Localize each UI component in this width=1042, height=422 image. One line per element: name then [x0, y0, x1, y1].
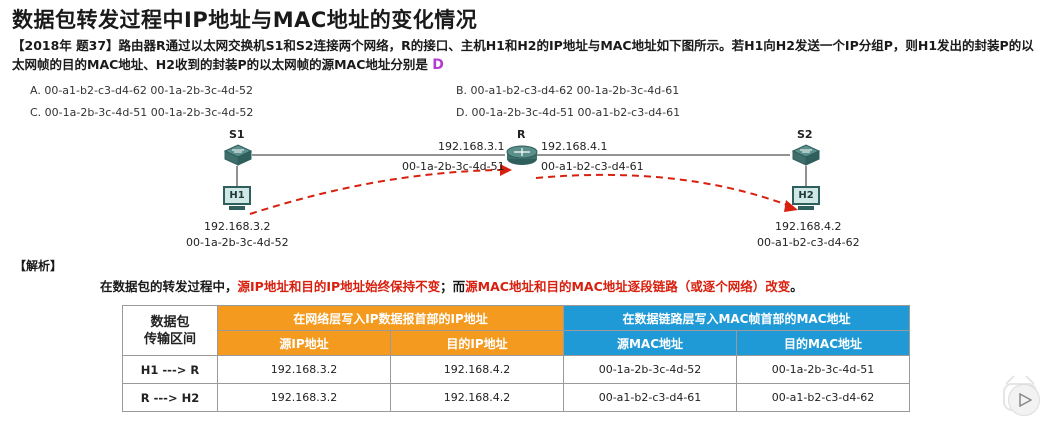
question-prefix: 【2018年 题37】路由器R通过以太网交换机S1和S2连接两个网络，R的接口、… — [12, 38, 1034, 72]
switch-s2-icon — [790, 144, 822, 170]
page-title: 数据包转发过程中IP地址与MAC地址的变化情况 — [12, 8, 478, 32]
summary-part-3: ；而 — [440, 279, 466, 294]
table-row: R ---> H2 192.168.3.2 192.168.4.2 00-a1-… — [122, 383, 910, 412]
summary-highlight-mac: 源MAC地址和目的MAC地址逐段链路（或逐个网络）改变 — [465, 279, 791, 294]
summary-highlight-ip: 源IP地址和目的IP地址始终保持不变 — [237, 279, 441, 294]
analysis-label: 【解析】 — [14, 259, 63, 273]
host-h2-icon: H2 — [792, 186, 820, 214]
table-cell-src-ip: 192.168.3.2 — [217, 355, 391, 384]
switch-s1-icon — [222, 144, 254, 170]
router-right-ip: 192.168.4.1 — [541, 140, 608, 153]
table-group-ip: 在网络层写入IP数据报首部的IP地址 — [217, 305, 564, 331]
option-d: D. 00-1a-2b-3c-4d-51 00-a1-b2-c3-d4-61 — [456, 106, 681, 119]
table-row-label: H1 ---> R — [122, 355, 218, 384]
arrow-head-r-h2 — [784, 200, 798, 212]
option-b: B. 00-a1-b2-c3-d4-62 00-1a-2b-3c-4d-61 — [456, 84, 680, 97]
router-right-mac: 00-a1-b2-c3-d4-61 — [541, 160, 644, 173]
router-left-ip: 192.168.3.1 — [438, 140, 505, 153]
host-h2-ip: 192.168.4.2 — [775, 220, 842, 233]
host-h1-label: H1 — [223, 186, 251, 205]
table-cell-dst-ip: 192.168.4.2 — [390, 383, 564, 412]
router-label: R — [517, 128, 526, 141]
question-text: 【2018年 题37】路由器R通过以太网交换机S1和S2连接两个网络，R的接口、… — [12, 36, 1037, 75]
table-row: H1 ---> R 192.168.3.2 192.168.4.2 00-1a-… — [122, 355, 910, 384]
router-left-mac: 00-1a-2b-3c-4d-51 — [402, 160, 505, 173]
address-table: 数据包 传输区间 在网络层写入IP数据报首部的IP地址 在数据链路层写入MAC帧… — [122, 305, 910, 412]
switch-s1-label: S1 — [229, 128, 245, 141]
table-col-src-ip: 源IP地址 — [217, 330, 391, 356]
host-h2-label: H2 — [792, 186, 820, 205]
table-cell-dst-mac: 00-1a-2b-3c-4d-51 — [736, 355, 910, 384]
switch-s2-label: S2 — [797, 128, 813, 141]
play-icon — [1019, 393, 1032, 407]
table-cell-src-ip: 192.168.3.2 — [217, 383, 391, 412]
host-h1-icon: H1 — [223, 186, 251, 214]
host-h2-mac: 00-a1-b2-c3-d4-62 — [757, 236, 860, 249]
table-row-label: R ---> H2 — [122, 383, 218, 412]
table-col-dst-mac: 目的MAC地址 — [736, 330, 910, 356]
answer-badge: D — [432, 57, 444, 73]
table-cell-dst-mac: 00-a1-b2-c3-d4-62 — [736, 383, 910, 412]
host-h1-mac: 00-1a-2b-3c-4d-52 — [186, 236, 289, 249]
table-col-src-mac: 源MAC地址 — [563, 330, 737, 356]
arrow-h1-r — [249, 169, 501, 215]
table-group-mac: 在数据链路层写入MAC帧首部的MAC地址 — [563, 305, 910, 331]
option-c: C. 00-1a-2b-3c-4d-51 00-1a-2b-3c-4d-52 — [30, 106, 254, 119]
summary-part-5: 。 — [790, 279, 803, 294]
option-a: A. 00-a1-b2-c3-d4-62 00-1a-2b-3c-4d-52 — [30, 84, 253, 97]
table-cell-src-mac: 00-1a-2b-3c-4d-52 — [563, 355, 737, 384]
analysis-summary: 在数据包的转发过程中，源IP地址和目的IP地址始终保持不变；而源MAC地址和目的… — [100, 276, 803, 295]
table-cell-dst-ip: 192.168.4.2 — [390, 355, 564, 384]
summary-part-1: 在数据包的转发过程中， — [100, 279, 238, 294]
arrow-r-h2 — [535, 173, 791, 207]
router-icon — [505, 143, 539, 171]
table-col-dst-ip: 目的IP地址 — [390, 330, 564, 356]
table-cell-src-mac: 00-a1-b2-c3-d4-61 — [563, 383, 737, 412]
network-diagram — [236, 154, 807, 215]
arrow-head-h1-r — [500, 164, 512, 176]
play-button[interactable] — [1008, 384, 1040, 416]
host-h1-ip: 192.168.3.2 — [204, 220, 271, 233]
table-corner-header: 数据包 传输区间 — [122, 305, 218, 356]
